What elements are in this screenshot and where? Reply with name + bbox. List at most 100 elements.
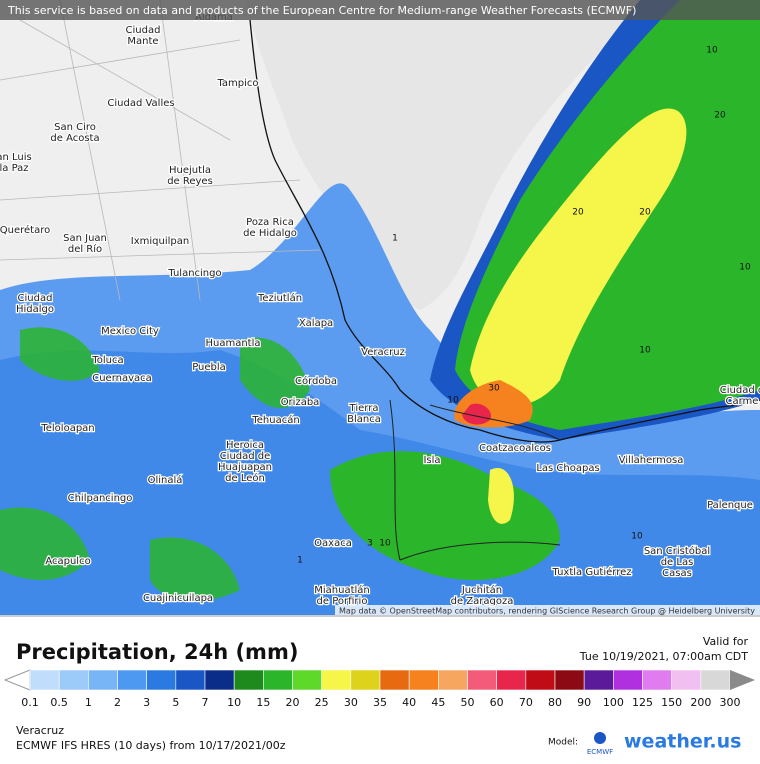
- colorbar-box: [671, 669, 702, 691]
- city-line: Cuernavaca: [92, 373, 152, 384]
- city-label: Chilpancingo: [68, 493, 133, 504]
- city-label: San Cristóbal de Las Casas: [644, 545, 710, 579]
- colorbar-tick-label: 2: [114, 696, 121, 709]
- colorbar-tick-label: 45: [431, 696, 445, 709]
- city-line: Toluca: [91, 355, 123, 366]
- city-line: Ciudad: [18, 293, 53, 304]
- notice-bar: [0, 0, 760, 20]
- city-line: Córdoba: [295, 375, 337, 387]
- city-line: Carme: [726, 396, 759, 407]
- city-line: Acapulco: [45, 556, 90, 567]
- colorbar-box: [496, 669, 527, 691]
- city-line: Ciudad d: [720, 385, 760, 396]
- colorbar-tick-label: 125: [632, 696, 653, 709]
- city-label: Tehuacán: [251, 414, 299, 426]
- colorbar-box: [29, 669, 60, 691]
- city-label: Huejutla de Reyes: [167, 165, 213, 187]
- precip-yellow-south: [488, 468, 514, 524]
- city-label: Mexico City: [101, 326, 159, 337]
- city-label: Coatzacoalcos: [479, 443, 551, 454]
- city-line: de Acosta: [50, 133, 99, 144]
- city-line: Miahuatlán: [314, 584, 370, 596]
- colorbar-box: [438, 669, 468, 691]
- city-label: Villahermosa: [619, 455, 684, 466]
- notice: This service is based on data and produc…: [7, 4, 636, 17]
- city-label: Córdoba: [295, 375, 337, 387]
- colorbar-box: [700, 669, 731, 691]
- city-line: de Hidalgo: [243, 228, 297, 239]
- city-label: Querétaro: [0, 224, 50, 236]
- city-line: Poza Rica: [246, 217, 294, 228]
- city-line: Palenque: [707, 500, 753, 511]
- city-line: Huejutla: [169, 165, 211, 176]
- city-line: de León: [225, 472, 265, 484]
- city-label: Teloloapan: [40, 423, 94, 434]
- colorbar-tick-label: 300: [720, 696, 741, 709]
- colorbar-tick-label: 90: [577, 696, 591, 709]
- city-label: Juchitán de Zaragoza: [451, 584, 514, 607]
- model-name: ECMWF: [587, 748, 613, 756]
- city-line: Ciudad: [126, 25, 161, 36]
- colorbar-tick-label: 100: [603, 696, 624, 709]
- model-run: ECMWF IFS HRES (10 days) from 10/17/2021…: [16, 739, 286, 752]
- colorbar-under: [3, 669, 31, 691]
- contour-label: 10: [639, 346, 651, 356]
- city-line: de Las: [661, 557, 694, 568]
- city-line: Mexico City: [101, 326, 159, 337]
- colorbar-tick-label: 25: [315, 696, 329, 709]
- colorbar-box: [379, 669, 410, 691]
- precip-green-west: [0, 327, 310, 601]
- city-label: Tierra Blanca: [347, 403, 381, 425]
- city-line: Tierra: [349, 403, 379, 414]
- city-line: Teloloapan: [40, 423, 94, 434]
- colorbar-box: [263, 669, 293, 691]
- city-line: de Reyes: [167, 176, 213, 187]
- colorbar-tick-label: 5: [172, 696, 179, 709]
- precip-red: [462, 403, 491, 425]
- city-label: Heroica Ciudad de Huajuapan de León: [218, 440, 272, 484]
- valid-label: Valid for: [703, 635, 749, 648]
- gulf: [245, 0, 645, 310]
- contour-labels: 10 20 20 20 10 1 10 30 10 3 10 10 1: [297, 46, 751, 566]
- city-label: Ixmiquilpan: [131, 236, 189, 247]
- city-line: an Luis: [0, 152, 32, 163]
- city-line: Ixmiquilpan: [131, 236, 189, 247]
- city-label: Tuxtla Gutiérrez: [551, 566, 631, 578]
- contour-label: 20: [639, 208, 651, 218]
- colorbar-tick-label: 7: [202, 696, 209, 709]
- colorbar-tick-label: 1: [85, 696, 92, 709]
- colorbar-box: [321, 669, 352, 691]
- city-line: Huajuapan: [218, 462, 272, 473]
- contour-label: 10: [706, 46, 718, 56]
- city-line: Tehuacán: [251, 414, 299, 426]
- contour-label: 20: [572, 208, 584, 218]
- colorbar-over: [730, 670, 755, 690]
- colorbar-tick-label: 70: [519, 696, 533, 709]
- colorbar-box: [350, 669, 381, 691]
- city-line: Casas: [662, 568, 692, 579]
- city-line: Oaxaca: [314, 538, 352, 549]
- city-label: Huamantla: [205, 338, 260, 349]
- contour-label: 1: [297, 556, 303, 566]
- colorbar-box: [408, 669, 439, 691]
- contour-label: 10: [447, 396, 459, 406]
- ecmwf-icon: [594, 732, 606, 744]
- city-line: San Juan: [63, 233, 107, 244]
- colorbar-tick-label: 0.5: [50, 696, 68, 709]
- city-label: Cuernavaca: [92, 373, 152, 384]
- precip-yellow: [470, 108, 687, 406]
- city-label: Ciudad Mante: [126, 25, 161, 47]
- contour-label: 1: [392, 234, 398, 244]
- city-line: Heroica: [226, 440, 264, 451]
- roads: [389, 399, 561, 561]
- colorbar-box: [613, 669, 643, 691]
- colorbar-tick-label: 50: [461, 696, 475, 709]
- city-line: del Río: [68, 243, 102, 255]
- city-label: Ciudad Hidalgo: [16, 293, 54, 315]
- attribution-bar: [335, 605, 760, 616]
- colorbar-box: [233, 669, 264, 691]
- city-line: Huamantla: [205, 338, 260, 349]
- coastline: [249, 19, 760, 443]
